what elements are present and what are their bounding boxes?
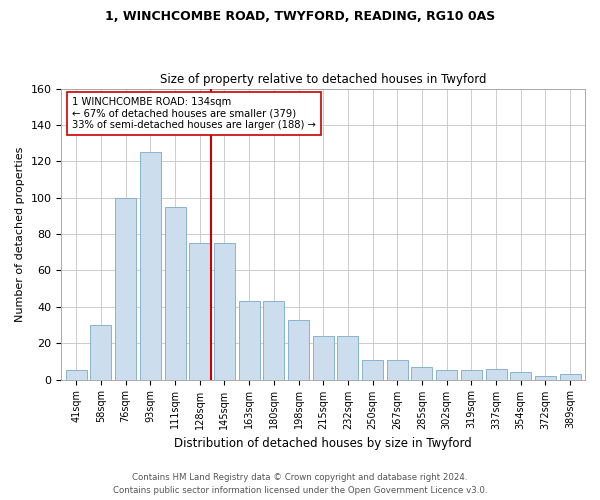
Title: Size of property relative to detached houses in Twyford: Size of property relative to detached ho… [160, 73, 487, 86]
Bar [510, 372, 531, 380]
Bar [66, 370, 87, 380]
Y-axis label: Number of detached properties: Number of detached properties [15, 146, 25, 322]
Bar [263, 302, 284, 380]
Bar [560, 374, 581, 380]
Bar [362, 360, 383, 380]
Bar [288, 320, 309, 380]
Bar [485, 368, 506, 380]
Bar [189, 243, 210, 380]
Bar [461, 370, 482, 380]
Bar [313, 336, 334, 380]
Bar [140, 152, 161, 380]
Text: 1, WINCHCOMBE ROAD, TWYFORD, READING, RG10 0AS: 1, WINCHCOMBE ROAD, TWYFORD, READING, RG… [105, 10, 495, 23]
Bar [412, 367, 433, 380]
Text: Contains HM Land Registry data © Crown copyright and database right 2024.
Contai: Contains HM Land Registry data © Crown c… [113, 474, 487, 495]
Bar [91, 325, 112, 380]
Bar [436, 370, 457, 380]
Bar [214, 243, 235, 380]
Bar [164, 207, 185, 380]
X-axis label: Distribution of detached houses by size in Twyford: Distribution of detached houses by size … [175, 437, 472, 450]
Text: 1 WINCHCOMBE ROAD: 134sqm
← 67% of detached houses are smaller (379)
33% of semi: 1 WINCHCOMBE ROAD: 134sqm ← 67% of detac… [72, 98, 316, 130]
Bar [535, 376, 556, 380]
Bar [115, 198, 136, 380]
Bar [239, 302, 260, 380]
Bar [387, 360, 408, 380]
Bar [337, 336, 358, 380]
